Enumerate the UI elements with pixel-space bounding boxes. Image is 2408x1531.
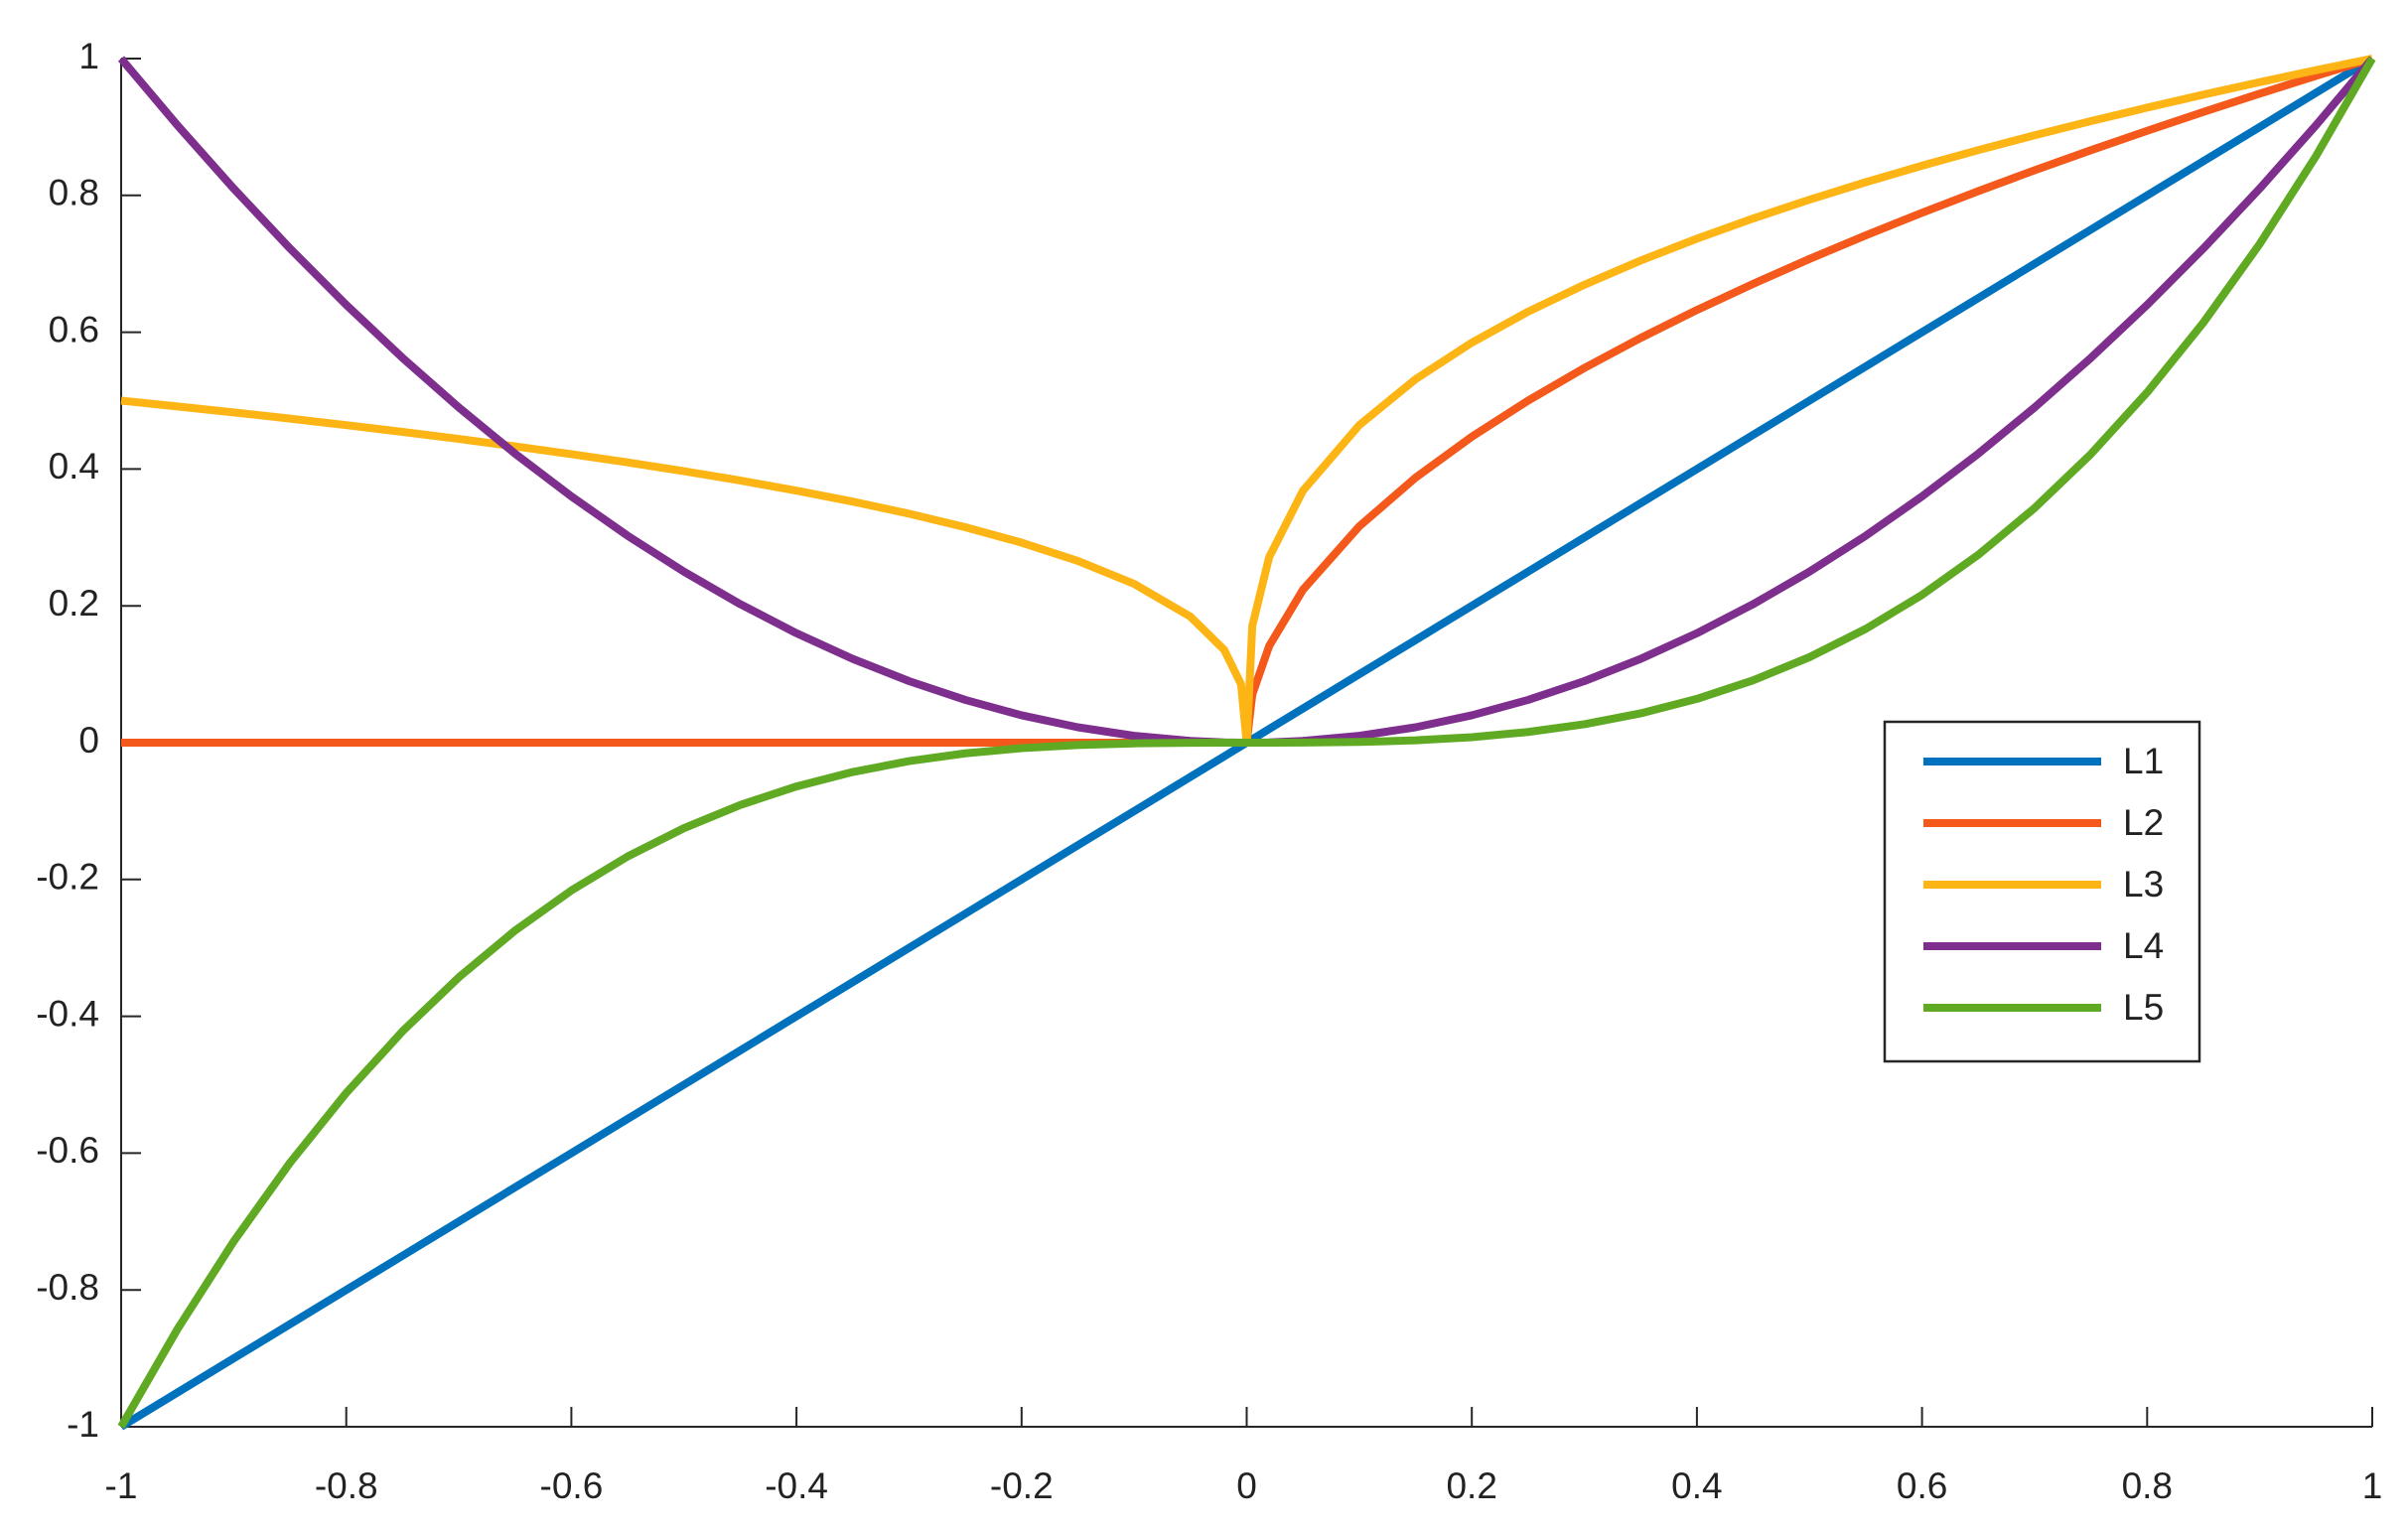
x-tick-label: 0.2 xyxy=(1446,1465,1496,1506)
x-tick-label: 1 xyxy=(2362,1465,2383,1506)
y-tick-label: -0.4 xyxy=(36,993,99,1034)
x-tick-label: 0 xyxy=(1236,1465,1257,1506)
legend: L1 L2 L3 L4 L5 xyxy=(1883,720,2201,1063)
x-tick-label: 0.4 xyxy=(1671,1465,1722,1506)
legend-label: L5 xyxy=(2123,987,2164,1028)
y-tick-label: 0.2 xyxy=(49,583,99,624)
legend-label: L1 xyxy=(2123,741,2164,781)
y-tick-label: -0.2 xyxy=(36,857,99,898)
y-tick-label: -0.6 xyxy=(36,1130,99,1171)
x-tick-label: -1 xyxy=(105,1465,138,1506)
series-line xyxy=(120,55,2373,747)
y-tick-label: 0.4 xyxy=(49,446,99,487)
y-tick-label: 0.8 xyxy=(49,173,99,213)
x-tick-label: 0.6 xyxy=(1897,1465,1947,1506)
x-tick-label: -0.8 xyxy=(315,1465,378,1506)
x-tick-label: 0.8 xyxy=(2122,1465,2173,1506)
x-tick-label: -0.6 xyxy=(540,1465,604,1506)
legend-label: L3 xyxy=(2123,864,2164,905)
x-tick-label: -0.2 xyxy=(990,1465,1054,1506)
y-tick-label: 1 xyxy=(78,36,99,76)
series-line xyxy=(117,57,2376,1429)
legend-label: L2 xyxy=(2123,802,2164,843)
series-line xyxy=(117,56,2376,747)
y-tick-label: 0.6 xyxy=(49,309,99,349)
y-tick-label: -0.8 xyxy=(36,1267,99,1308)
legend-label: L4 xyxy=(2123,925,2164,966)
y-tick-label: 0 xyxy=(78,720,99,761)
y-tick-label: -1 xyxy=(67,1404,99,1445)
x-tick-label: -0.4 xyxy=(765,1465,828,1506)
series-line xyxy=(121,55,2374,747)
